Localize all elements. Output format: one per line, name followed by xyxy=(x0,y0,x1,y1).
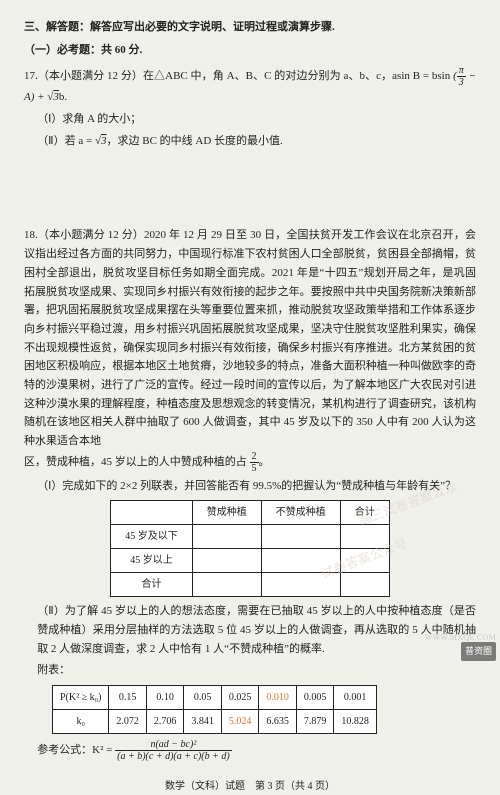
p17-part2-post: ，求边 BC 的中线 AD 长度的最小值. xyxy=(106,135,282,147)
cell-blank xyxy=(111,501,193,525)
cell xyxy=(340,549,389,573)
page-footer: 数学（文科）试题 第 3 页（共 4 页） xyxy=(24,778,476,795)
table-row: 合计 xyxy=(111,573,390,597)
p17-sqrt: √3 xyxy=(95,135,107,147)
corner-logo: 普资圈 xyxy=(461,642,496,661)
frac25-num: 2 xyxy=(250,451,259,463)
cell: 0.025 xyxy=(221,686,259,710)
p17-part1: （Ⅰ）求角 A 的大小； xyxy=(37,110,476,129)
cell xyxy=(192,549,261,573)
cell: 2.706 xyxy=(146,710,184,734)
cell xyxy=(261,573,340,597)
appendix-label: 附表： xyxy=(37,661,476,680)
cell: 7.879 xyxy=(296,710,334,734)
section-title: 三、解答题：解答应写出必要的文字说明、证明过程或演算步骤. xyxy=(24,18,476,37)
answer-space-17 xyxy=(24,150,476,210)
row-45below: 45 岁及以下 xyxy=(111,525,193,549)
cell xyxy=(261,549,340,573)
cell: 6.635 xyxy=(259,710,297,734)
cell: 3.841 xyxy=(184,710,222,734)
row-45above: 45 岁以上 xyxy=(111,549,193,573)
cell: 2.072 xyxy=(109,710,147,734)
p18-tail-post: 。 xyxy=(259,456,270,468)
cell xyxy=(192,525,261,549)
cell xyxy=(340,573,389,597)
cell: 10.828 xyxy=(334,710,377,734)
cell: 0.10 xyxy=(146,686,184,710)
cell-highlight: 5.024 xyxy=(221,710,259,734)
col-against: 不赞成种植 xyxy=(261,501,340,525)
frac-2-5: 25 xyxy=(250,451,259,474)
cell-highlight: 0.010 xyxy=(259,686,297,710)
pi-num: π xyxy=(457,65,466,77)
col-favor: 赞成种植 xyxy=(192,501,261,525)
table-row: P(K² ≥ k₀) 0.15 0.10 0.05 0.025 0.010 0.… xyxy=(53,686,377,710)
table-row: 赞成种植 不赞成种植 合计 xyxy=(111,501,390,525)
p18-tail: 区，赞成种植，45 岁以上的人中赞成种植的占 25。 xyxy=(24,451,476,474)
cell: 0.005 xyxy=(296,686,334,710)
cell: 0.05 xyxy=(184,686,222,710)
row-total: 合计 xyxy=(111,573,193,597)
pi-den: 3 xyxy=(457,77,466,88)
p18-tail-pre: 区，赞成种植，45 岁以上的人中赞成种植的占 xyxy=(24,456,250,468)
problem-17: 17.（本小题满分 12 分）在△ABC 中，角 A、B、C 的对边分别为 a、… xyxy=(24,65,476,210)
col-total: 合计 xyxy=(340,501,389,525)
frac25-den: 5 xyxy=(250,463,259,474)
table-row: k₀ 2.072 2.706 3.841 5.024 6.635 7.879 1… xyxy=(53,710,377,734)
contingency-table: 赞成种植 不赞成种植 合计 45 岁及以下 45 岁以上 合计 xyxy=(110,500,390,597)
cell xyxy=(261,525,340,549)
p17-part2: （Ⅱ）若 a = √3，求边 BC 的中线 AD 长度的最小值. xyxy=(37,132,476,151)
cell: 0.15 xyxy=(109,686,147,710)
subsection-title: （一）必考题：共 60 分. xyxy=(24,41,476,60)
k-table: P(K² ≥ k₀) 0.15 0.10 0.05 0.025 0.010 0.… xyxy=(52,685,377,734)
p18-body: 18.（本小题满分 12 分）2020 年 12 月 29 日至 30 日，全国… xyxy=(24,226,476,450)
p17-stem-tail: b. xyxy=(59,91,67,103)
ref-formula-label: 参考公式：K² = xyxy=(37,744,115,756)
problem-18: 18.（本小题满分 12 分）2020 年 12 月 29 日至 30 日，全国… xyxy=(24,226,476,762)
formula-den: (a + b)(c + d)(a + c)(b + d) xyxy=(115,751,232,762)
cell xyxy=(192,573,261,597)
cell: 0.001 xyxy=(334,686,377,710)
table-row: 45 岁及以下 xyxy=(111,525,390,549)
ref-formula-frac: n(ad − bc)²(a + b)(c + d)(a + c)(b + d) xyxy=(115,739,232,762)
formula-num: n(ad − bc)² xyxy=(115,739,232,751)
p17-part2-pre: （Ⅱ）若 a = xyxy=(37,135,95,147)
k-row1-label: P(K² ≥ k₀) xyxy=(53,686,109,710)
cell xyxy=(340,525,389,549)
p17-stem-text: 17.（本小题满分 12 分）在△ABC 中，角 A、B、C 的对边分别为 a、… xyxy=(24,70,450,82)
p18-q1: （Ⅰ）完成如下的 2×2 列联表，并回答能否有 99.5%的把握认为“赞成种植与… xyxy=(37,477,476,496)
p18-q2: （Ⅱ）为了解 45 岁以上的人的想法态度，需要在已抽取 45 岁以上的人中按种植… xyxy=(37,602,476,658)
p17-stem: 17.（本小题满分 12 分）在△ABC 中，角 A、B、C 的对边分别为 a、… xyxy=(24,65,476,107)
k-row2-label: k₀ xyxy=(53,710,109,734)
ref-formula: 参考公式：K² = n(ad − bc)²(a + b)(c + d)(a + … xyxy=(37,739,476,762)
table-row: 45 岁以上 xyxy=(111,549,390,573)
